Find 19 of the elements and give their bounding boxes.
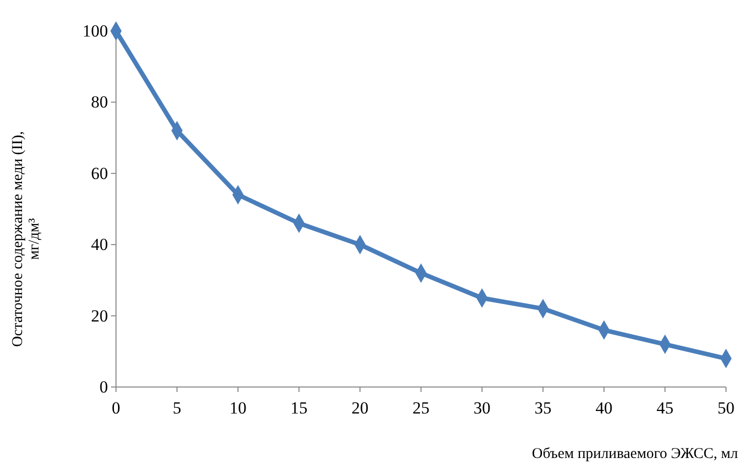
x-tick-label: 15 — [290, 398, 308, 418]
x-tick-label: 50 — [718, 398, 734, 418]
x-tick-label: 0 — [112, 398, 120, 418]
y-tick-label: 40 — [91, 235, 108, 254]
y-tick-label: 80 — [91, 92, 108, 112]
y-axis-title: Остаточное содержание меди (II), мг/дм³ — [10, 131, 42, 347]
x-tick-label: 45 — [656, 398, 674, 418]
y-tick-label: 100 — [82, 21, 108, 40]
x-tick-label: 25 — [412, 398, 430, 418]
y-tick-label: 0 — [100, 377, 108, 396]
x-tick-label: 10 — [230, 398, 246, 418]
x-tick-label: 20 — [352, 398, 368, 418]
x-axis-title: Объем приливаемого ЭЖСС, мл — [532, 446, 739, 462]
x-tick-label: 5 — [172, 398, 182, 418]
x-tick-label: 40 — [596, 398, 612, 418]
x-tick-label: 35 — [534, 398, 552, 418]
y-tick-label: 20 — [91, 306, 108, 326]
x-tick-label: 30 — [474, 398, 490, 418]
y-tick-label: 60 — [91, 164, 108, 183]
